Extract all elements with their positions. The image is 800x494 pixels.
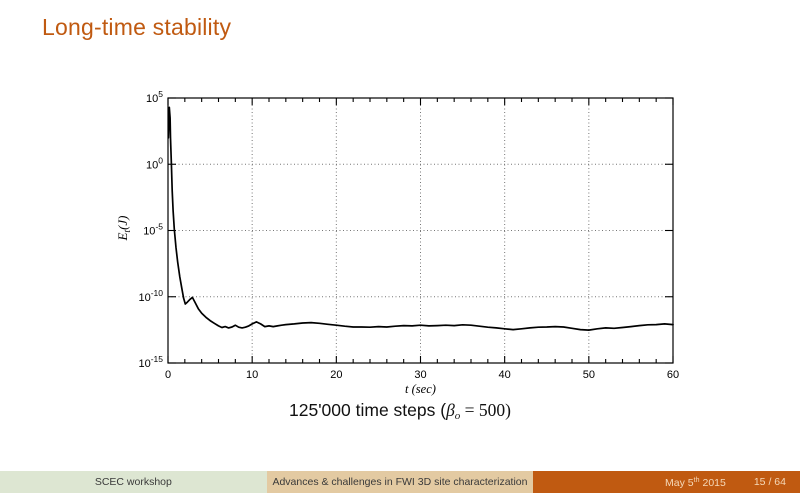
footer-bar: SCEC workshop Advances & challenges in F…	[0, 471, 800, 493]
beta-symbol: β	[446, 400, 455, 420]
footer-presentation-title: Advances & challenges in FWI 3D site cha…	[266, 471, 534, 493]
y-tick-exponent: 5	[158, 89, 163, 99]
beta-subscript: o	[454, 410, 461, 422]
footer-date-superscript: th	[693, 477, 700, 484]
footer-workshop: SCEC workshop	[0, 471, 267, 493]
x-tick-label: 20	[330, 369, 342, 381]
footer-presentation-title-label: Advances & challenges in FWI 3D site cha…	[272, 476, 528, 488]
footer-date: May 5th 2015	[665, 477, 726, 489]
y-tick-exponent: -5	[155, 222, 163, 232]
y-tick-label: 10-5	[143, 222, 163, 238]
y-tick-label: 100	[146, 155, 163, 171]
grid-lines	[168, 98, 673, 363]
x-tick-labels: 0 10 20 30 40 50 60	[165, 369, 679, 381]
caption-text-after: = 500)	[460, 400, 511, 420]
footer-date-page: May 5th 2015 15 / 64	[533, 471, 800, 493]
y-tick-label: 10-15	[138, 354, 163, 370]
y-tick-labels: 105 100 10-5 10-10 10-15	[138, 89, 163, 370]
tick-marks	[167, 97, 674, 364]
x-tick-label: 60	[667, 369, 679, 381]
energy-chart: 0 10 20 30 40 50 60 105 100 10-5 10-10 10-15 t (sec)…	[115, 89, 679, 396]
y-axis-label-subscript: t	[123, 230, 133, 233]
footer-page-number: 15 / 64	[753, 476, 786, 488]
x-tick-label: 30	[414, 369, 426, 381]
footer-workshop-label: SCEC workshop	[94, 476, 172, 488]
slide-title: Long-time stability	[42, 14, 232, 40]
y-tick-exponent: -15	[151, 354, 164, 364]
y-tick-label: 105	[146, 89, 163, 105]
energy-curve	[167, 106, 674, 331]
y-axis-label: Et(J)	[115, 215, 133, 241]
x-tick-label: 50	[583, 369, 595, 381]
x-tick-label: 10	[246, 369, 258, 381]
x-tick-label: 0	[165, 369, 171, 381]
chart-caption: 125'000 time steps (βo = 500)	[0, 400, 800, 422]
y-tick-exponent: -10	[151, 288, 164, 298]
x-axis-label: t (sec)	[405, 382, 436, 396]
caption-text-before: 125'000 time steps (	[289, 400, 447, 420]
y-tick-label: 10-10	[138, 288, 163, 304]
x-tick-label: 40	[499, 369, 511, 381]
y-tick-exponent: 0	[158, 155, 163, 165]
